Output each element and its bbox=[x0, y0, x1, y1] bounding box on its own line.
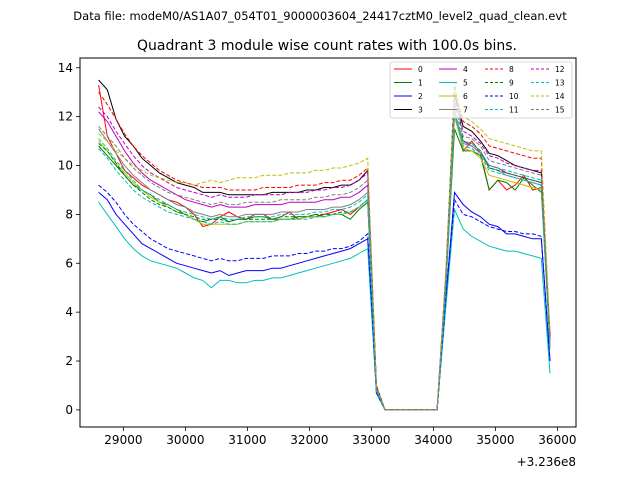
legend-label-10: 10 bbox=[509, 92, 519, 101]
chart-title: Quadrant 3 module wise count rates with … bbox=[137, 38, 517, 54]
series-layer bbox=[98, 79, 551, 411]
x-tick-label: 33000 bbox=[352, 433, 390, 447]
series-line-5 bbox=[98, 201, 551, 411]
series-line-12 bbox=[98, 99, 551, 411]
axes-background bbox=[80, 58, 576, 427]
series-line-10 bbox=[98, 184, 551, 411]
x-tick-label: 30000 bbox=[166, 433, 204, 447]
legend-label-12: 12 bbox=[555, 65, 565, 74]
legend-label-7: 7 bbox=[463, 106, 468, 115]
legend-label-0: 0 bbox=[418, 65, 423, 74]
x-tick-label: 35000 bbox=[476, 433, 514, 447]
axes-frame bbox=[79, 57, 577, 428]
series-line-0 bbox=[98, 84, 551, 411]
y-tick-label: 8 bbox=[65, 207, 73, 221]
y-tick-label: 0 bbox=[65, 403, 73, 417]
legend-label-5: 5 bbox=[463, 79, 468, 88]
y-tick-label: 4 bbox=[65, 305, 73, 319]
x-axis-offset-label: +3.236e8 bbox=[517, 455, 576, 469]
x-tick-label: 36000 bbox=[538, 433, 576, 447]
legend-label-13: 13 bbox=[555, 79, 565, 88]
legend-label-1: 1 bbox=[418, 79, 423, 88]
y-axis: 0 2 4 6 8 10 12 14 bbox=[58, 61, 80, 417]
x-tick-label: 29000 bbox=[104, 433, 142, 447]
legend-label-11: 11 bbox=[509, 106, 519, 115]
series-line-11 bbox=[98, 109, 551, 411]
y-tick-label: 12 bbox=[58, 110, 73, 124]
figure-suptitle: Data file: modeM0/AS1A07_054T01_90000036… bbox=[73, 9, 567, 23]
series-line-14 bbox=[98, 89, 551, 411]
legend-label-2: 2 bbox=[418, 92, 423, 101]
legend-label-8: 8 bbox=[509, 65, 514, 74]
plot-area: 29000 30000 31000 32000 33000 34000 35000 36000… bbox=[58, 57, 577, 469]
y-tick-label: 2 bbox=[65, 354, 73, 368]
legend-label-14: 14 bbox=[555, 92, 565, 101]
legend-label-4: 4 bbox=[463, 65, 468, 74]
legend-label-6: 6 bbox=[463, 92, 468, 101]
series-line-15 bbox=[98, 104, 551, 411]
series-line-13 bbox=[98, 114, 551, 411]
y-tick-label: 6 bbox=[65, 256, 73, 270]
x-axis: 29000 30000 31000 32000 33000 34000 35000 36000 bbox=[104, 427, 576, 447]
y-tick-label: 14 bbox=[58, 61, 73, 75]
legend-frame bbox=[389, 61, 573, 119]
series-line-3 bbox=[98, 79, 551, 411]
legend-label-3: 3 bbox=[418, 106, 423, 115]
x-tick-label: 31000 bbox=[228, 433, 266, 447]
legend-label-9: 9 bbox=[509, 79, 514, 88]
x-tick-label: 34000 bbox=[414, 433, 452, 447]
y-tick-label: 10 bbox=[58, 159, 73, 173]
x-tick-label: 32000 bbox=[290, 433, 328, 447]
legend-label-15: 15 bbox=[555, 106, 565, 115]
series-line-8 bbox=[98, 91, 551, 411]
series-line-7 bbox=[98, 111, 551, 411]
series-line-2 bbox=[98, 190, 551, 411]
